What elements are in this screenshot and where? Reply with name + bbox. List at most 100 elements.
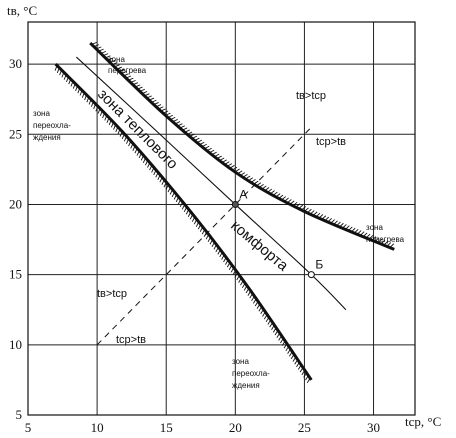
- hatch-mark: [195, 221, 200, 227]
- hatch-mark: [199, 141, 205, 146]
- hatch-mark: [194, 137, 200, 141]
- hatch-mark: [240, 280, 244, 286]
- x-axis-title: tср, °С: [405, 414, 441, 429]
- hatch-mark: [158, 106, 164, 110]
- hatch-mark: [250, 179, 256, 183]
- ineq-lower-right: tср>tв: [116, 334, 146, 346]
- hatch-mark: [199, 226, 204, 232]
- hatch-mark: [90, 101, 94, 107]
- hatch-mark: [121, 133, 125, 140]
- hatch-mark: [134, 148, 138, 154]
- hatch-mark: [258, 183, 264, 188]
- hatch-mark: [165, 112, 171, 116]
- hatch-mark: [253, 180, 259, 185]
- overcool-boundary-line: [54, 63, 313, 381]
- hatch-mark: [81, 92, 85, 98]
- hatch-mark: [245, 175, 251, 180]
- hatch-mark: [102, 53, 109, 57]
- hatch-mark: [121, 71, 127, 74]
- hatch-mark: [99, 110, 103, 116]
- hatch-mark: [299, 367, 304, 373]
- hatch-mark: [297, 364, 302, 370]
- y-tick-label: 15: [9, 267, 22, 282]
- hatch-mark: [214, 153, 220, 158]
- hatch-mark: [209, 239, 214, 245]
- hatch-mark: [304, 207, 309, 212]
- zone-overcool-bottom-line1: зона: [232, 357, 249, 366]
- hatch-mark: [262, 311, 266, 317]
- hatch-mark: [108, 119, 112, 126]
- hatch-mark: [256, 182, 262, 187]
- hatch-mark: [59, 69, 63, 76]
- hatch-mark: [365, 233, 371, 239]
- hatch-mark: [185, 209, 190, 215]
- hatch-mark: [225, 259, 229, 265]
- hatch-mark: [229, 165, 235, 169]
- hatch-mark: [269, 190, 275, 195]
- hatch-mark: [179, 125, 186, 129]
- hatch-mark: [117, 129, 121, 135]
- hatch-mark: [283, 343, 288, 349]
- hatch-mark: [215, 246, 219, 253]
- hatch-mark: [274, 330, 279, 336]
- hatch-mark: [204, 145, 210, 150]
- hatch-mark: [169, 189, 173, 195]
- hatch-mark: [130, 80, 136, 83]
- hatch-mark: [278, 335, 282, 341]
- hatch-mark: [267, 188, 273, 193]
- hatch-mark: [276, 332, 281, 338]
- hatch-mark: [54, 65, 58, 71]
- hatch-mark: [386, 242, 392, 247]
- hatch-mark: [226, 163, 233, 167]
- hatch-mark: [159, 177, 163, 183]
- tick-labels: 5 10 15 20 25 30 5 10 15 20 25 30: [9, 56, 380, 435]
- hatch-mark: [173, 194, 178, 200]
- hatch-mark: [160, 108, 166, 112]
- hatch-mark: [281, 196, 287, 201]
- hatch-mark: [137, 86, 143, 90]
- hatch-mark: [56, 67, 60, 74]
- chart-points: АБ: [231, 187, 323, 279]
- hatch-mark: [77, 87, 81, 94]
- hatch-mark: [102, 112, 106, 119]
- point-marker: [231, 200, 239, 208]
- hatch-mark: [301, 369, 306, 376]
- hatch-mark: [189, 133, 195, 137]
- hatch-mark: [342, 224, 347, 229]
- hatch-mark: [136, 150, 140, 156]
- hatch-mark: [243, 285, 248, 291]
- hatch-mark: [264, 187, 270, 192]
- y-tick-label: 30: [9, 56, 22, 71]
- hatch-mark: [177, 199, 182, 205]
- hatch-mark: [147, 162, 151, 168]
- hatch-mark: [107, 57, 113, 61]
- hatch-mark: [116, 66, 123, 70]
- ineq-upper-right: tср>tв: [316, 136, 346, 148]
- hatch-mark: [271, 324, 275, 330]
- hatch-mark: [213, 244, 217, 250]
- hatch-mark: [216, 155, 222, 160]
- hatch-mark: [161, 179, 165, 185]
- hatch-mark: [146, 95, 152, 99]
- hatch-mark: [123, 136, 127, 142]
- hatch-mark: [86, 96, 90, 103]
- hatch-mark: [327, 217, 332, 223]
- hatch-mark: [171, 191, 175, 198]
- hatch-mark: [172, 119, 178, 123]
- hatch-mark: [165, 184, 169, 190]
- hatch-mark: [324, 216, 330, 222]
- hatch-mark: [318, 214, 324, 219]
- hatch-mark: [256, 303, 261, 309]
- hatch-mark: [110, 122, 114, 128]
- hatch-mark: [290, 354, 295, 360]
- hatch-mark: [128, 140, 132, 147]
- hatch-mark: [306, 208, 312, 214]
- hatch-mark: [309, 210, 315, 215]
- hatch-mark: [106, 117, 110, 123]
- hatch-mark: [253, 298, 257, 304]
- chart-frame: [27, 21, 416, 416]
- hatch-mark: [130, 143, 134, 149]
- hatch-mark: [153, 102, 159, 105]
- hatch-mark: [91, 41, 97, 45]
